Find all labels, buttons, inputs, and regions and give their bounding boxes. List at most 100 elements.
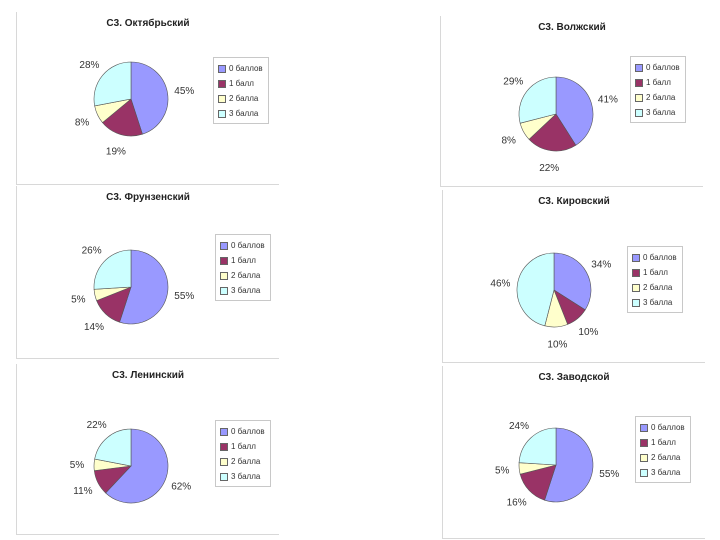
legend-item: 2 балла xyxy=(635,90,680,105)
legend-label: 1 балл xyxy=(231,442,256,451)
legend: 0 баллов 1 балл 2 балла 3 балла xyxy=(627,246,683,313)
chart-title: С3. Фрунзенский xyxy=(106,192,190,203)
legend-item: 1 балл xyxy=(632,265,677,280)
chart-title: С3. Октябрьский xyxy=(106,18,190,29)
chart-title: С3. Заводской xyxy=(538,372,610,383)
pie-slice-0-ballov xyxy=(119,249,169,325)
legend-swatch xyxy=(220,286,228,295)
pie-chart: 34% 10% 10% 46% xyxy=(490,252,611,350)
chart-panel-5: С3. Ленинский 62% 11% 5% 22% 0 баллов 1 балл 2 … xyxy=(16,364,279,535)
legend-swatch xyxy=(635,63,643,72)
legend-swatch xyxy=(632,298,640,307)
legend-label: 2 балла xyxy=(651,453,681,462)
legend-label: 3 балла xyxy=(231,286,261,295)
data-label-0-ballov: 41% xyxy=(598,94,618,105)
data-label-1-ball: 10% xyxy=(578,327,598,338)
legend-label: 1 балл xyxy=(229,79,254,88)
pie-slice-3-balla xyxy=(518,76,557,124)
legend-item: 2 балла xyxy=(218,91,263,106)
legend-label: 3 балла xyxy=(231,472,261,481)
data-label-2-balla: 8% xyxy=(501,136,516,147)
legend-label: 0 баллов xyxy=(231,241,265,250)
legend-item: 0 баллов xyxy=(635,60,680,75)
legend-label: 0 баллов xyxy=(231,427,265,436)
legend-label: 0 баллов xyxy=(651,423,685,432)
pie-slice-3-balla xyxy=(93,61,132,107)
data-label-3-balla: 28% xyxy=(79,60,99,71)
data-label-1-ball: 16% xyxy=(507,498,527,509)
legend-label: 2 балла xyxy=(231,457,261,466)
pie-slice-1-ball xyxy=(528,113,577,152)
pie-chart: 62% 11% 5% 22% xyxy=(70,420,191,504)
pie-slice-1-ball xyxy=(102,98,143,137)
legend-item: 2 балла xyxy=(640,450,685,465)
legend-item: 2 балла xyxy=(220,268,265,283)
data-label-0-ballov: 45% xyxy=(174,86,194,97)
legend-item: 3 балла xyxy=(632,295,677,310)
legend-item: 1 балл xyxy=(220,439,265,454)
data-label-0-ballov: 55% xyxy=(599,469,619,480)
legend-swatch xyxy=(640,423,648,432)
legend-item: 0 баллов xyxy=(218,61,263,76)
legend-swatch xyxy=(218,64,226,73)
legend-swatch xyxy=(640,453,648,462)
legend-swatch xyxy=(635,78,643,87)
legend-label: 3 балла xyxy=(229,109,259,118)
legend-swatch xyxy=(632,283,640,292)
legend-swatch xyxy=(640,438,648,447)
legend: 0 баллов 1 балл 2 балла 3 балла xyxy=(635,416,691,483)
pie-chart: 45% 19% 8% 28% xyxy=(75,60,195,157)
pie-slice-3-balla xyxy=(94,428,132,467)
legend-swatch xyxy=(635,93,643,102)
legend-item: 3 балла xyxy=(220,469,265,484)
legend-label: 3 балла xyxy=(643,298,673,307)
data-label-2-balla: 5% xyxy=(71,294,86,305)
pie-slice-0-ballov xyxy=(544,427,594,503)
data-label-3-balla: 26% xyxy=(82,246,102,257)
legend-label: 2 балла xyxy=(229,94,259,103)
pie-chart: 41% 22% 8% 29% xyxy=(501,76,618,174)
legend-label: 3 балла xyxy=(646,108,676,117)
legend-swatch xyxy=(218,79,226,88)
data-label-2-balla: 5% xyxy=(495,466,510,477)
data-label-0-ballov: 55% xyxy=(174,291,194,302)
legend-label: 2 балла xyxy=(231,271,261,280)
chart-panel-6: С3. Заводской 55% 16% 5% 24% 0 баллов 1 балл 2 … xyxy=(442,366,705,539)
legend-swatch xyxy=(220,427,228,436)
data-label-2-balla: 8% xyxy=(75,118,90,129)
legend-item: 2 балла xyxy=(220,454,265,469)
legend-item: 2 балла xyxy=(632,280,677,295)
pie-slice-0-ballov xyxy=(105,428,169,504)
pie-slice-0-ballov xyxy=(130,61,169,135)
pie-slice-3-balla xyxy=(93,249,132,290)
legend-label: 1 балл xyxy=(646,78,671,87)
legend-item: 3 балла xyxy=(635,105,680,120)
data-label-1-ball: 11% xyxy=(73,486,92,497)
data-label-1-ball: 22% xyxy=(539,163,559,174)
legend-swatch xyxy=(220,241,228,250)
pie-slice-3-balla xyxy=(516,252,555,327)
data-label-1-ball: 19% xyxy=(106,146,126,157)
legend-swatch xyxy=(640,468,648,477)
legend-swatch xyxy=(220,457,228,466)
data-label-3-balla: 29% xyxy=(503,76,523,87)
legend-swatch xyxy=(220,472,228,481)
legend-label: 1 балл xyxy=(643,268,668,277)
legend: 0 баллов 1 балл 2 балла 3 балла xyxy=(215,420,271,487)
chart-panel-4: С3. Кировский 34% 10% 10% 46% 0 баллов 1 балл 2… xyxy=(442,190,705,363)
legend-swatch xyxy=(632,268,640,277)
legend-swatch xyxy=(632,253,640,262)
legend-swatch xyxy=(635,108,643,117)
legend-label: 0 баллов xyxy=(646,63,680,72)
legend: 0 баллов 1 балл 2 балла 3 балла xyxy=(215,234,271,301)
legend-item: 1 балл xyxy=(635,75,680,90)
legend-swatch xyxy=(218,109,226,118)
legend-item: 3 балла xyxy=(640,465,685,480)
legend: 0 баллов 1 балл 2 балла 3 балла xyxy=(213,57,269,124)
legend-item: 0 баллов xyxy=(632,250,677,265)
legend-label: 2 балла xyxy=(646,93,676,102)
legend-swatch xyxy=(220,256,228,265)
legend-item: 3 балла xyxy=(220,283,265,298)
legend-label: 2 балла xyxy=(643,283,673,292)
chart-title: С3. Кировский xyxy=(538,196,610,207)
